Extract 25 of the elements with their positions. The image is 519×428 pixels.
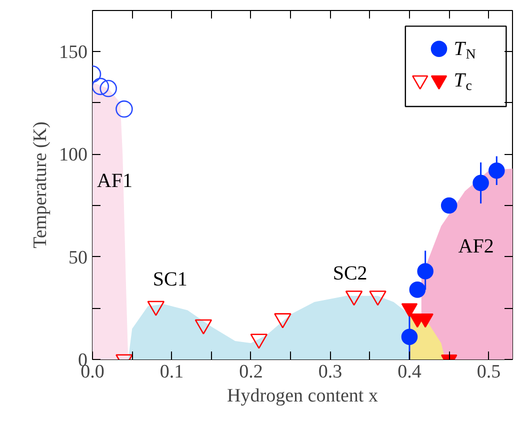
y-axis-title: Temperature (K): [30, 122, 51, 248]
x-tick-label: 0.3: [318, 362, 342, 382]
y-tick-label: 150: [59, 42, 88, 64]
point: [147, 300, 165, 316]
annotation: AF2: [458, 236, 494, 258]
point: [250, 334, 268, 349]
point: [92, 78, 110, 96]
y-tick-label: 100: [59, 144, 88, 166]
point: [440, 197, 458, 214]
point: [116, 100, 133, 118]
x-tick-label: 0.1: [160, 362, 184, 382]
point: [345, 290, 363, 306]
point: [194, 319, 212, 334]
annotation: SC1: [152, 268, 188, 290]
annotation: AF1: [96, 170, 132, 192]
point: [401, 303, 418, 318]
point: [100, 80, 117, 98]
annotation: SC2: [332, 262, 368, 284]
y-tick-label: 50: [68, 247, 88, 268]
point: [369, 290, 386, 306]
point: [274, 313, 292, 328]
x-axis-title: Hydrogen content x: [227, 386, 378, 406]
x-tick-label: 0.2: [239, 362, 263, 382]
x-tick-label: 0.4: [398, 362, 422, 382]
x-tick-label: 0.5: [476, 362, 501, 382]
